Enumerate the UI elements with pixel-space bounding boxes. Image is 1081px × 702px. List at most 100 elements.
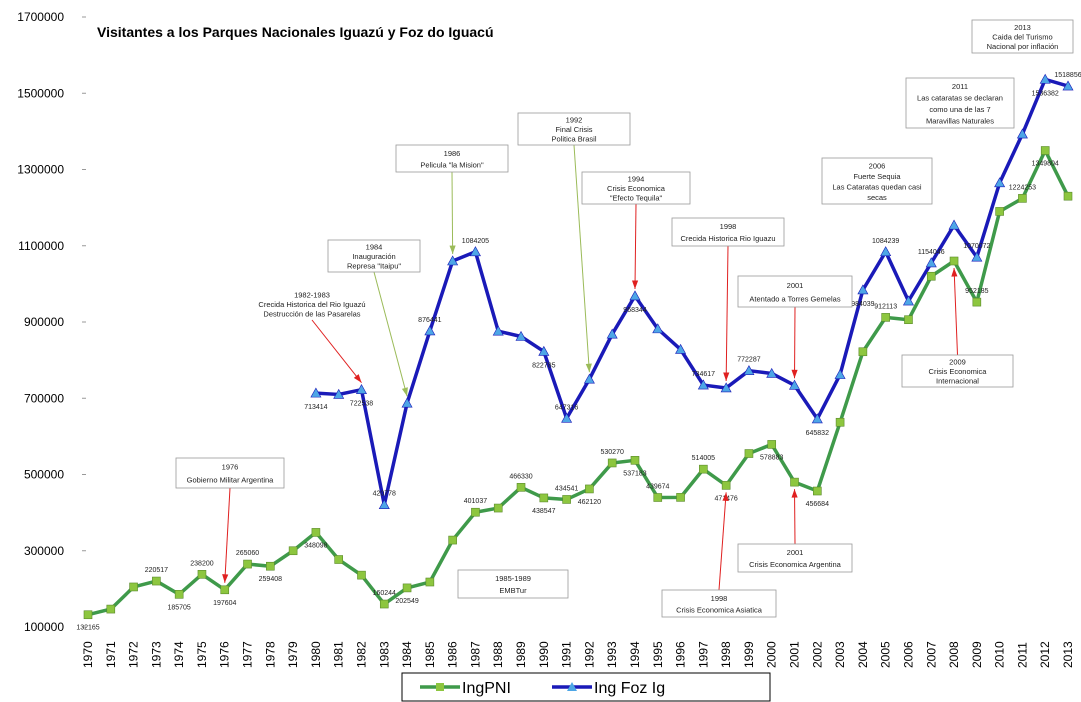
point [401, 397, 413, 408]
annotation-text: Nacional por inflación [987, 42, 1059, 51]
point [994, 177, 1006, 188]
data-label: 160244 [373, 590, 396, 597]
y-tick-label: 900000 [24, 315, 64, 329]
annotation-text: 1982-1983 [294, 291, 330, 300]
x-tick-label: 1995 [651, 641, 665, 668]
x-tick-label: 2005 [879, 641, 893, 668]
point [424, 325, 436, 336]
annotation-text: Crisis Economica [929, 367, 988, 376]
x-tick-label: 1992 [582, 641, 596, 668]
arrow-head [791, 489, 798, 498]
point [561, 412, 573, 423]
annotation-box [905, 77, 1015, 129]
point [334, 555, 343, 564]
point [538, 345, 550, 356]
point [902, 295, 914, 306]
annotation-text: Las cataratas se declaran [917, 93, 1003, 102]
annotation-arrow [718, 492, 727, 591]
point [355, 384, 367, 394]
data-label: 1070072 [963, 243, 990, 250]
data-label: 438547 [532, 508, 555, 515]
data-label: 952185 [965, 288, 988, 295]
x-tick-label: 1993 [605, 641, 619, 668]
annotation-text: 2009 [949, 358, 966, 367]
annotation-text: 1984 [366, 243, 383, 252]
arrow-head [449, 245, 456, 254]
annotation-arrow [311, 319, 362, 383]
point [492, 325, 504, 336]
annotation-text: 1986 [444, 149, 461, 158]
legend-label: Ing Foz Ig [594, 680, 665, 697]
point [813, 486, 822, 496]
annotation-text: 1992 [566, 116, 583, 125]
annotation-arrow [451, 171, 454, 255]
point [834, 368, 846, 379]
x-tick-label: 2013 [1061, 641, 1075, 668]
x-tick-label: 1985 [423, 641, 437, 668]
annotation-text: 2006 [869, 161, 886, 170]
arrow-head [791, 369, 798, 379]
x-tick-label: 1970 [81, 641, 95, 668]
data-label: 1154046 [918, 249, 945, 256]
x-tick-label: 1998 [719, 641, 733, 668]
point [243, 559, 252, 569]
data-label: 132165 [76, 625, 99, 632]
data-label: 647316 [555, 404, 578, 411]
x-tick-label: 1987 [468, 641, 482, 668]
x-tick-label: 1980 [309, 641, 323, 668]
annotation-box [517, 112, 631, 146]
x-tick-label: 2007 [924, 641, 938, 668]
arrow-head [722, 492, 729, 502]
x-tick-label: 1973 [149, 641, 163, 668]
annotation-box [821, 157, 933, 205]
arrow-head [631, 280, 639, 289]
data-label: 1518856 [1054, 72, 1081, 79]
annotation-text: 1994 [628, 175, 645, 184]
x-tick-label: 1999 [742, 641, 756, 668]
point [811, 413, 823, 424]
data-label: 722538 [350, 401, 373, 408]
annotation-box [327, 239, 421, 273]
annotation-arrow [725, 245, 729, 381]
data-label: 462120 [578, 499, 601, 506]
data-label: 420778 [373, 491, 396, 498]
annotation-text: 2013 [1014, 23, 1031, 32]
point [904, 315, 913, 325]
x-tick-label: 1984 [400, 641, 414, 668]
data-label: 259408 [259, 576, 282, 583]
y-tick-label: 100000 [24, 620, 64, 634]
point [1018, 194, 1027, 203]
x-tick-label: 1986 [446, 641, 460, 668]
data-label: 202549 [395, 598, 418, 605]
point [585, 484, 594, 494]
x-tick-label: 1981 [332, 641, 346, 668]
data-label: 401037 [464, 498, 487, 505]
point [83, 610, 93, 620]
data-label: 434541 [555, 485, 578, 492]
arrow-head [951, 268, 958, 277]
point [949, 256, 959, 266]
chart-title: Visitantes a los Parques Nacionales Igua… [97, 24, 494, 40]
annotation-text: Caida del Turismo [992, 33, 1052, 42]
point [379, 599, 389, 609]
data-label: 514005 [692, 455, 715, 462]
annotation-text: Atentado a Torres Gemelas [749, 294, 840, 303]
x-tick-label: 2011 [1015, 642, 1029, 668]
x-tick-label: 2008 [947, 641, 961, 668]
data-label: 1224253 [1009, 184, 1036, 191]
data-label: 968344 [623, 307, 646, 314]
point [948, 219, 960, 230]
x-tick-label: 1988 [491, 641, 505, 668]
point [333, 388, 345, 399]
point [675, 343, 687, 354]
point [857, 284, 869, 295]
point [152, 576, 161, 586]
arrow-head [401, 387, 408, 397]
annotation-box [395, 144, 509, 173]
point [288, 546, 298, 556]
point [515, 330, 527, 341]
point [266, 561, 275, 571]
annotation-text: "Efecto Tequila" [610, 193, 663, 202]
annotation-arrow [373, 271, 408, 397]
point [402, 583, 412, 593]
